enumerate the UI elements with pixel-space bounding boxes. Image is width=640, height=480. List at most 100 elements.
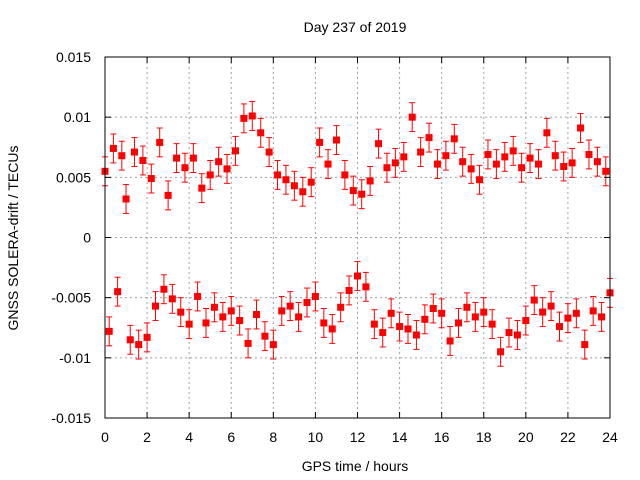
data-point bbox=[244, 339, 252, 347]
data-point bbox=[429, 304, 437, 312]
data-point bbox=[236, 317, 244, 325]
data-point bbox=[215, 158, 223, 166]
data-point bbox=[109, 144, 117, 152]
data-point bbox=[459, 158, 467, 166]
data-point bbox=[210, 303, 218, 311]
data-point bbox=[433, 160, 441, 168]
data-point bbox=[324, 160, 332, 168]
data-point bbox=[585, 150, 593, 158]
data-point bbox=[219, 313, 227, 321]
data-point bbox=[438, 309, 446, 317]
data-point bbox=[408, 113, 416, 121]
y-tick-label: 0.01 bbox=[64, 109, 91, 125]
tick-layer: 0 2 4 6 8 10 12 14 16 18 20 22 24-0.015-0.01-0.00500… bbox=[51, 49, 618, 445]
data-point bbox=[152, 302, 159, 310]
data-point bbox=[501, 153, 509, 161]
data-point bbox=[463, 303, 471, 311]
y-tick-label: -0.01 bbox=[59, 350, 91, 366]
data-point bbox=[341, 171, 349, 179]
x-tick-label: 16 bbox=[434, 429, 450, 445]
data-point bbox=[269, 341, 277, 349]
data-point bbox=[417, 148, 425, 156]
data-point bbox=[442, 152, 450, 160]
data-point bbox=[497, 348, 505, 356]
x-tick-label: 18 bbox=[476, 429, 492, 445]
x-tick-label: 10 bbox=[308, 429, 324, 445]
data-point bbox=[362, 283, 370, 291]
data-point bbox=[114, 288, 122, 296]
x-tick-label: 12 bbox=[350, 429, 366, 445]
data-point bbox=[143, 333, 151, 341]
data-layer bbox=[101, 101, 614, 367]
data-point bbox=[278, 307, 286, 315]
data-point bbox=[396, 323, 404, 331]
grid-layer bbox=[105, 57, 610, 418]
data-point bbox=[206, 171, 214, 179]
data-point bbox=[471, 313, 479, 321]
data-point bbox=[299, 188, 307, 196]
x-axis-label: GPS time / hours bbox=[302, 458, 409, 474]
data-point bbox=[349, 187, 357, 195]
data-point bbox=[122, 195, 130, 203]
data-point bbox=[581, 341, 589, 349]
data-point bbox=[598, 313, 606, 321]
data-point bbox=[118, 152, 126, 160]
data-point bbox=[400, 153, 408, 161]
data-point bbox=[316, 138, 324, 146]
data-point bbox=[282, 176, 290, 184]
data-point bbox=[539, 308, 547, 316]
data-point bbox=[488, 320, 496, 328]
data-point bbox=[261, 332, 269, 340]
data-point bbox=[307, 178, 315, 186]
data-point bbox=[556, 323, 563, 331]
data-point bbox=[328, 325, 336, 333]
data-point bbox=[509, 147, 517, 155]
data-point bbox=[303, 298, 311, 306]
data-point bbox=[577, 124, 585, 132]
data-point bbox=[526, 154, 534, 162]
data-point bbox=[105, 327, 113, 335]
data-point bbox=[421, 315, 429, 323]
data-point bbox=[177, 308, 185, 316]
data-point bbox=[286, 302, 294, 310]
data-point bbox=[265, 148, 273, 156]
data-point bbox=[522, 317, 530, 325]
data-point bbox=[320, 319, 328, 327]
data-point bbox=[484, 150, 492, 158]
data-point bbox=[467, 165, 475, 173]
data-point bbox=[425, 134, 433, 142]
x-tick-label: 14 bbox=[392, 429, 408, 445]
data-point bbox=[173, 154, 181, 162]
data-point bbox=[139, 156, 147, 164]
data-point bbox=[231, 147, 239, 155]
y-tick-label: -0.005 bbox=[51, 290, 91, 306]
x-tick-label: 8 bbox=[269, 429, 277, 445]
data-point bbox=[311, 292, 319, 300]
data-point bbox=[593, 158, 601, 166]
data-point bbox=[366, 177, 374, 185]
data-point bbox=[168, 295, 176, 303]
data-point bbox=[564, 314, 572, 322]
y-axis-label: GNSS SOLERA-drift / TECUs bbox=[5, 146, 21, 331]
x-tick-label: 24 bbox=[602, 429, 618, 445]
data-point bbox=[551, 152, 559, 160]
data-point bbox=[345, 286, 353, 294]
y-tick-label: -0.015 bbox=[51, 410, 91, 426]
data-point bbox=[147, 175, 155, 183]
data-point bbox=[358, 190, 366, 198]
data-point bbox=[164, 191, 172, 199]
data-point bbox=[572, 309, 580, 317]
y-tick-label: 0 bbox=[83, 230, 91, 246]
data-point bbox=[547, 302, 555, 310]
data-point bbox=[248, 112, 256, 120]
data-point bbox=[295, 313, 303, 321]
data-point bbox=[181, 164, 189, 172]
data-point bbox=[160, 285, 168, 293]
data-point bbox=[602, 167, 610, 175]
x-tick-label: 20 bbox=[518, 429, 534, 445]
data-point bbox=[189, 154, 197, 162]
data-point bbox=[257, 129, 265, 137]
data-point bbox=[185, 320, 193, 328]
